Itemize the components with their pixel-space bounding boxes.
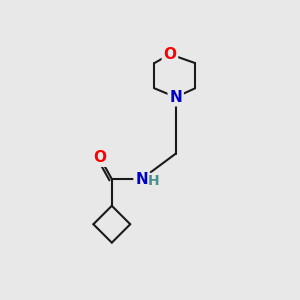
Text: O: O [164,47,176,62]
Text: N: N [169,90,182,105]
Text: O: O [93,150,106,165]
Text: H: H [148,173,160,188]
Text: N: N [135,172,148,187]
